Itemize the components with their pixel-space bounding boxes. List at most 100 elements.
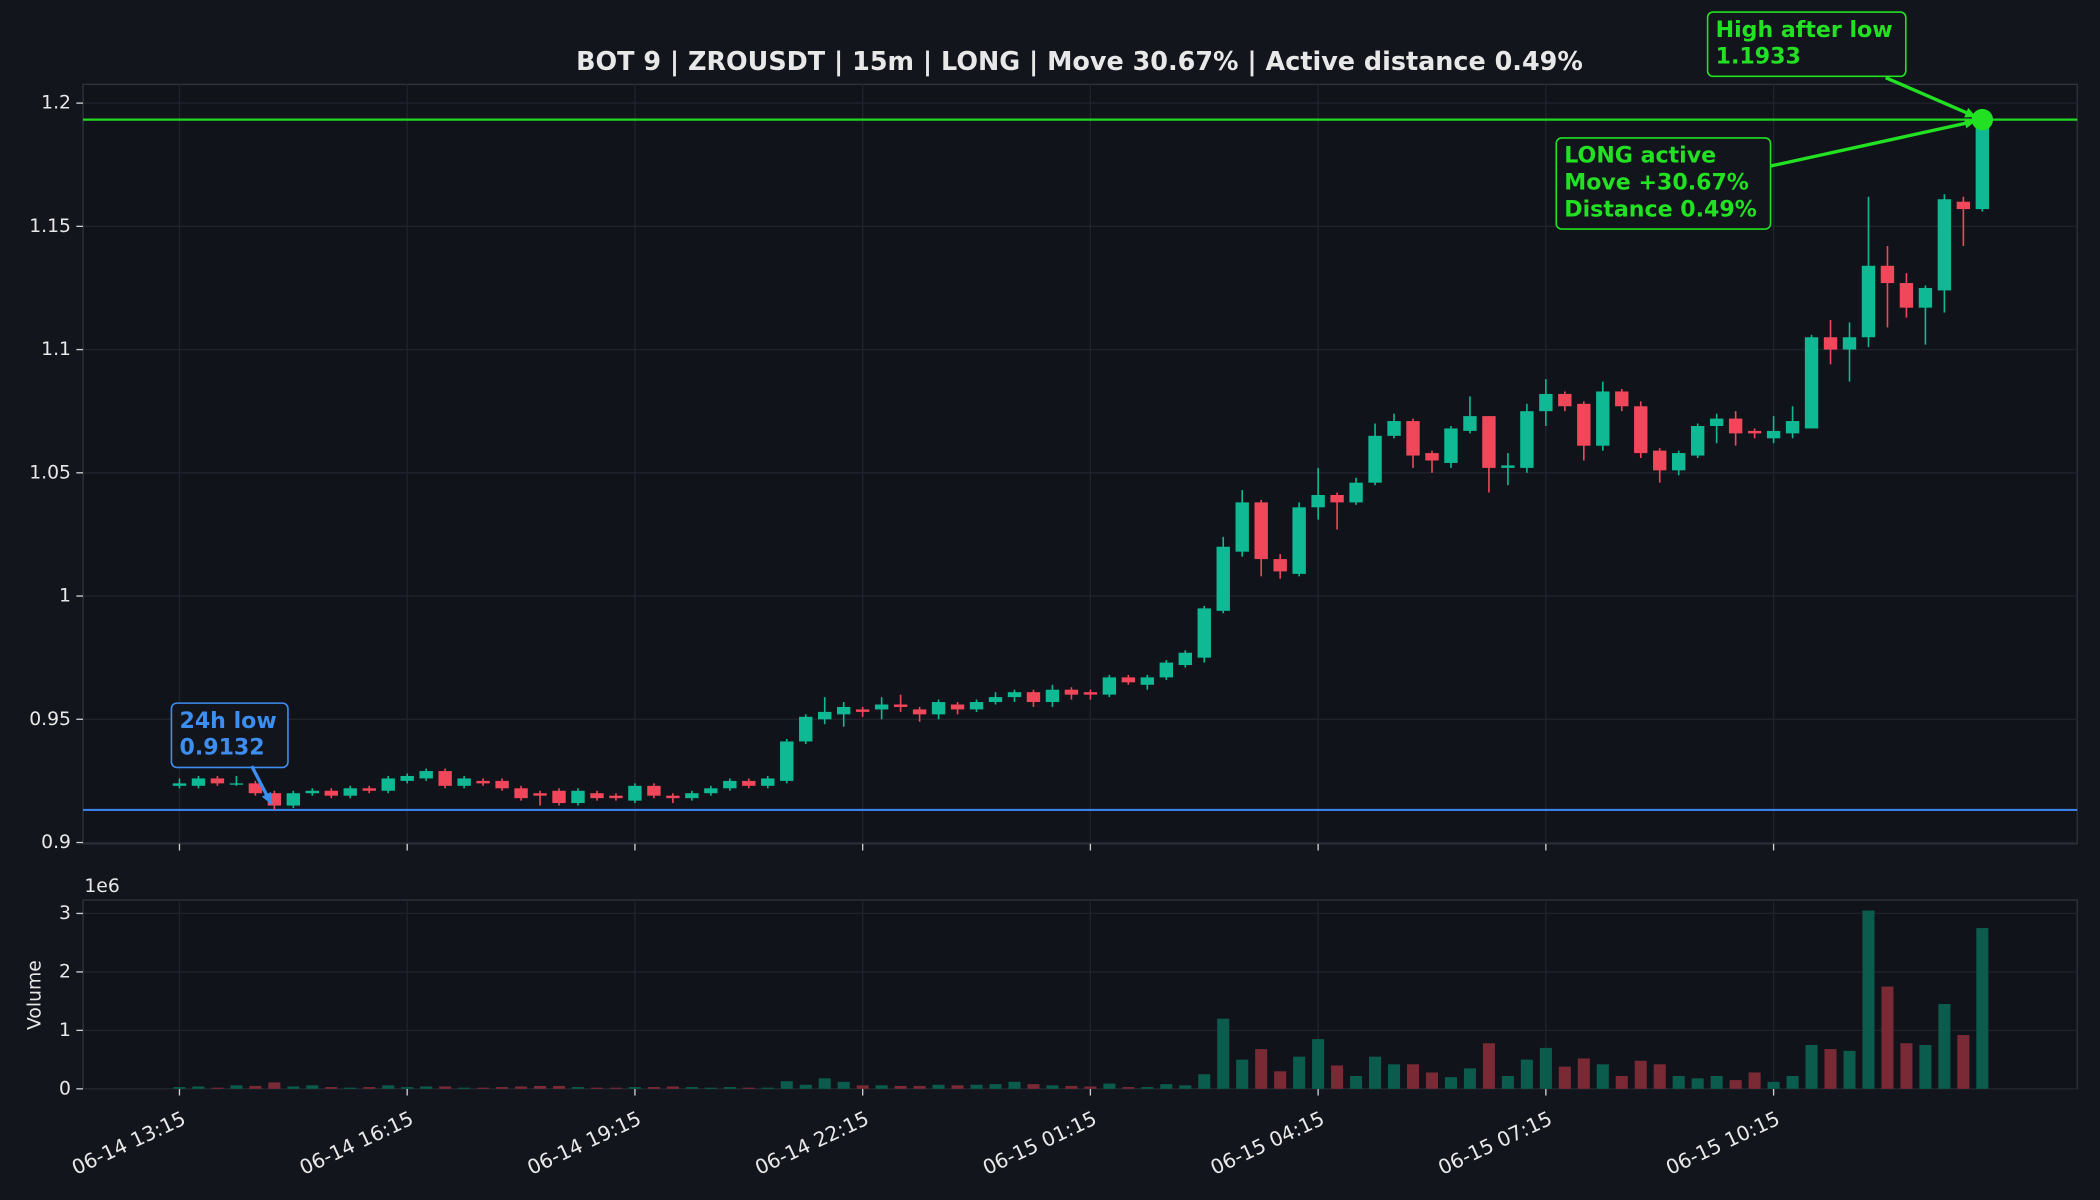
candle-body: [912, 709, 927, 715]
candle-body: [1672, 453, 1686, 471]
volume-bar: [932, 1084, 945, 1089]
volume-bar: [1577, 1058, 1590, 1089]
volume-bar: [780, 1081, 793, 1089]
candle-body: [1842, 337, 1857, 350]
candle-body: [1178, 652, 1192, 666]
volume-bar: [571, 1087, 585, 1089]
volume-bar: [1824, 1049, 1837, 1089]
candle-body: [476, 780, 490, 784]
volume-bar: [1691, 1078, 1704, 1089]
volume-bar: [1900, 1043, 1913, 1089]
candle-body: [514, 788, 528, 799]
annotation-box: [1555, 137, 1772, 230]
candle-body: [229, 783, 244, 785]
candle-body: [1975, 119, 1990, 210]
candle-body: [1861, 265, 1876, 338]
volume-bar: [1312, 1039, 1325, 1089]
candle-body: [1349, 482, 1363, 503]
candle-body: [761, 778, 775, 786]
arrow-head: [261, 791, 272, 805]
volume-bar: [1331, 1065, 1344, 1089]
volume-bar: [1141, 1087, 1154, 1089]
candle-body: [571, 790, 585, 804]
volume-bar: [1482, 1043, 1495, 1089]
candle-body: [704, 788, 718, 794]
candle-body: [1615, 391, 1629, 407]
candle-body: [1235, 502, 1249, 552]
volume-bar: [192, 1086, 205, 1089]
volume-bar: [1217, 1018, 1230, 1089]
annotation-box: [170, 702, 289, 769]
candle-body: [1159, 662, 1173, 678]
candle-body: [286, 793, 301, 806]
volume-axis-label: Volume: [24, 960, 45, 1030]
high-marker: [1971, 108, 1994, 131]
candle-body: [893, 704, 908, 707]
volume-bar: [1634, 1060, 1647, 1089]
candle-body: [1747, 430, 1762, 434]
volume-bar: [1406, 1064, 1420, 1089]
candle-body: [1292, 507, 1306, 574]
volume-bar: [742, 1087, 755, 1089]
candle-body: [1482, 416, 1496, 468]
annotation-text: High after low: [1716, 17, 1893, 43]
volume-bar: [1293, 1056, 1306, 1089]
candle-body: [1102, 677, 1117, 695]
candle-body: [1064, 689, 1079, 695]
candle-body: [1406, 421, 1420, 456]
candle-body: [988, 697, 1003, 703]
candle-body: [1823, 337, 1838, 350]
candle-body: [1766, 430, 1781, 439]
volume-bar: [1274, 1071, 1287, 1089]
volume-bar: [1084, 1086, 1097, 1089]
volume-bar: [268, 1082, 281, 1089]
volume-bar: [1881, 986, 1894, 1089]
volume-bar: [1957, 1035, 1970, 1089]
annotation-text: Move +30.67%: [1564, 169, 1749, 195]
volume-bar: [1710, 1075, 1723, 1089]
volume-bar: [818, 1078, 831, 1089]
volume-bar: [799, 1084, 812, 1089]
volume-bar: [1539, 1047, 1552, 1089]
volume-bar: [1938, 1004, 1951, 1089]
volume-bar: [875, 1085, 888, 1089]
volume-bar: [1843, 1050, 1856, 1089]
candle-body: [1463, 416, 1477, 431]
volume-bar: [458, 1087, 471, 1089]
candle-body: [1444, 428, 1458, 463]
annotation-text: 1.1933: [1716, 44, 1801, 70]
volume-bar: [1501, 1075, 1514, 1089]
candle-body: [1539, 393, 1553, 412]
volume-bar: [344, 1087, 357, 1089]
candle-body: [457, 778, 471, 786]
candle-body: [1577, 403, 1591, 446]
candle-body: [1083, 692, 1098, 695]
volume-panel: [82, 899, 2078, 1090]
volume-bar: [1160, 1084, 1173, 1089]
volume-bar: [325, 1087, 338, 1089]
candle-body: [950, 704, 965, 710]
volume-bar: [230, 1085, 243, 1089]
candle-body: [1956, 201, 1971, 210]
volume-bar: [1976, 928, 1989, 1089]
volume-bar: [420, 1086, 433, 1089]
volume-bar: [249, 1085, 262, 1089]
volume-bar: [609, 1087, 622, 1089]
volume-bar: [1444, 1077, 1457, 1089]
candle-body: [666, 795, 680, 799]
candle-body: [1425, 453, 1439, 461]
volume-bar: [1862, 910, 1875, 1089]
candle-body: [1558, 393, 1572, 407]
volume-bar: [666, 1086, 679, 1089]
volume-bar: [1672, 1075, 1685, 1089]
volume-bar: [913, 1085, 926, 1089]
volume-bar: [1388, 1064, 1401, 1089]
candle-body: [742, 780, 756, 786]
annotation-text: LONG active: [1564, 143, 1716, 169]
volume-bar: [1255, 1049, 1268, 1089]
volume-bar: [761, 1087, 774, 1089]
